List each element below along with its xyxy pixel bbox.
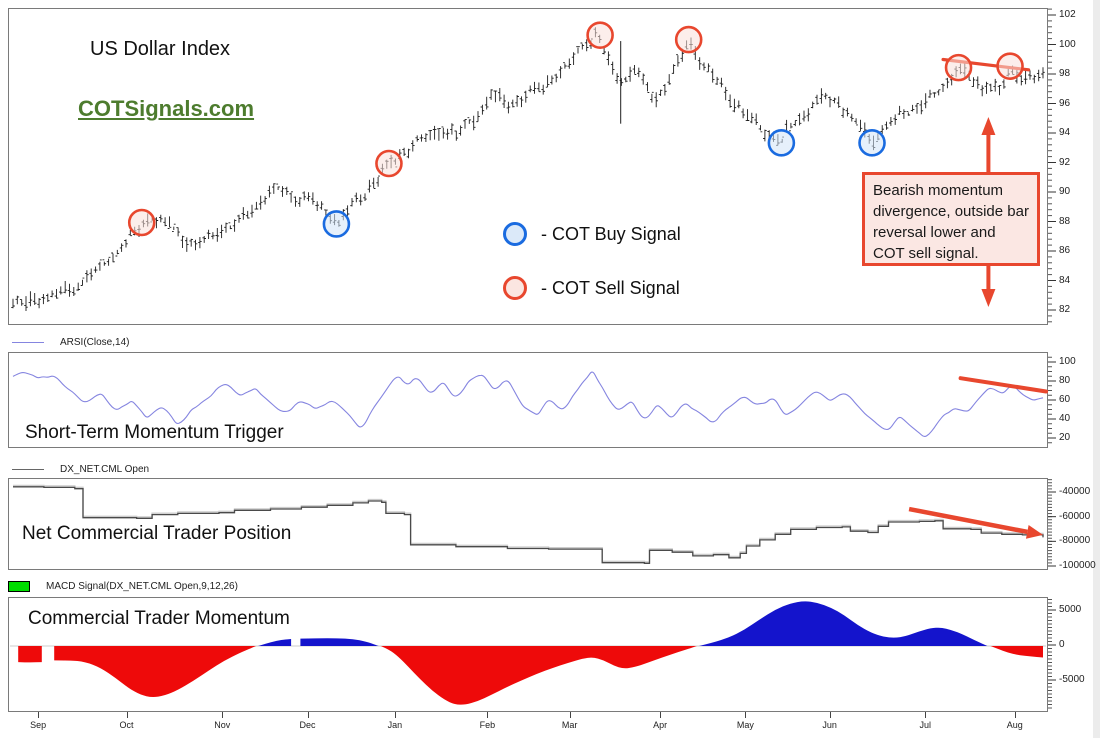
buy-signal-marker (858, 129, 886, 157)
macd-negative-area (18, 646, 42, 663)
y-axis-label: -80000 (1059, 535, 1091, 547)
net-position-legend: DX_NET.CML Open (8, 462, 149, 476)
y-axis-label: -5000 (1059, 674, 1085, 685)
sell-signal-icon (503, 276, 527, 300)
y-axis-label: 102 (1059, 9, 1076, 20)
macd-box-swatch-icon (8, 580, 30, 592)
cot-sell-legend: - COT Sell Signal (503, 276, 680, 300)
sell-signal-marker (375, 149, 403, 178)
month-label: Jul (919, 720, 932, 730)
y-axis-label: 88 (1059, 215, 1071, 227)
sell-signal-marker (127, 208, 156, 237)
month-label: Oct (119, 720, 134, 730)
month-label: Jan (387, 720, 403, 730)
y-axis-label: 84 (1059, 274, 1071, 286)
window-edge-strip (1093, 0, 1100, 738)
watermark-link[interactable]: COTSignals.com (78, 96, 255, 121)
sell-signal-marker (996, 52, 1024, 80)
month-label: Aug (1006, 720, 1023, 730)
x-axis: Sep Oct Nov Dec Jan Feb Mar Apr May Jun Jul Aug (8, 712, 1048, 738)
y-axis-label: 96 (1059, 97, 1071, 109)
macd-negative-area (54, 646, 257, 697)
net-line-swatch-icon (12, 468, 44, 470)
y-axis-label: 20 (1059, 432, 1071, 443)
macd-positive-area (258, 639, 292, 646)
annotation-box: Bearish momentum divergence, outside bar… (862, 172, 1040, 266)
y-axis-label: -100000 (1059, 560, 1096, 571)
month-label: Feb (479, 720, 496, 730)
y-axis-label: 90 (1059, 186, 1071, 197)
macd-plot (8, 597, 1048, 712)
month-label: Dec (299, 720, 316, 730)
net-position-panel: -40000 -60000 -80000 -100000 Net Commercial… (8, 478, 1100, 571)
x-axis-tick (222, 712, 224, 718)
y-axis-label: 5000 (1059, 604, 1082, 615)
x-axis-tick (487, 712, 489, 718)
arsi-legend-label: ARSI(Close,14) (60, 336, 130, 348)
buy-signal-marker (322, 210, 351, 238)
y-axis-momentum: 100 80 60 40 20 (1048, 352, 1100, 448)
y-axis-label: 60 (1059, 394, 1071, 405)
y-axis-label: 80 (1059, 375, 1071, 386)
y-axis-label: 40 (1059, 413, 1071, 424)
y-axis-label: 100 (1059, 356, 1076, 367)
sell-signal-marker (586, 21, 614, 49)
y-axis-label: 82 (1059, 304, 1071, 315)
x-axis-tick (126, 712, 128, 718)
macd-negative-area (990, 646, 1043, 658)
momentum-panel-title: Short-Term Momentum Trigger (25, 422, 284, 443)
month-label: Mar (561, 720, 578, 730)
y-axis-price: 102 100 98 96 94 92 90 88 86 84 82 (1048, 8, 1100, 325)
macd-positive-area (699, 601, 988, 646)
cot-buy-legend: - COT Buy Signal (503, 222, 681, 246)
month-label: Jun (822, 720, 837, 730)
macd-panel-title: Commercial Trader Momentum (28, 608, 290, 629)
arsi-line-swatch-icon (12, 341, 44, 343)
x-axis-tick (925, 712, 927, 718)
x-axis-tick (660, 712, 662, 718)
y-axis-label: 100 (1059, 38, 1076, 50)
arsi-legend: ARSI(Close,14) (8, 335, 129, 349)
y-axis-label: 86 (1059, 245, 1071, 256)
net-position-panel-title: Net Commercial Trader Position (22, 523, 292, 544)
x-axis-tick (1014, 712, 1016, 718)
buy-signal-label: - COT Buy Signal (541, 223, 681, 244)
x-axis-tick (745, 712, 747, 718)
x-axis-tick (829, 712, 831, 718)
page-title: US Dollar Index (90, 38, 231, 60)
y-axis-label: 98 (1059, 68, 1071, 79)
momentum-plot (8, 352, 1049, 448)
month-label: Sep (30, 720, 47, 730)
y-axis-net-position: -40000 -60000 -80000 -100000 (1048, 478, 1100, 571)
y-axis-label: 0 (1059, 639, 1065, 650)
y-axis-label: -40000 (1059, 486, 1091, 497)
macd-negative-area (380, 646, 697, 705)
price-panel: 102 100 98 96 94 92 90 88 86 84 82 US Dollar Index… (8, 8, 1100, 325)
macd-legend-label: MACD Signal(DX_NET.CML Open,9,12,26) (46, 580, 238, 592)
x-axis-tick (307, 712, 309, 718)
month-label: Apr (653, 720, 668, 730)
month-label: May (736, 720, 754, 730)
x-axis-tick (569, 712, 571, 718)
y-axis-label: 92 (1059, 156, 1071, 168)
macd-panel: 5000 0 -5000 Commercial Trader Momentum (8, 597, 1100, 712)
x-axis-tick (38, 712, 40, 718)
month-label: Nov (214, 720, 231, 730)
sell-signal-label: - COT Sell Signal (541, 277, 680, 298)
y-axis-label: 94 (1059, 127, 1071, 138)
buy-signal-icon (503, 222, 527, 246)
y-axis-macd: 5000 0 -5000 (1048, 597, 1100, 712)
macd-positive-area (300, 638, 379, 646)
net-position-plot (8, 478, 1048, 570)
sell-signal-marker (674, 25, 703, 54)
x-axis-tick (394, 712, 396, 718)
buy-signal-marker (767, 129, 796, 157)
net-position-legend-label: DX_NET.CML Open (60, 463, 150, 475)
momentum-panel: 100 80 60 40 20 Short-Term Momentum Trigger (8, 352, 1100, 448)
sell-signal-marker (944, 53, 973, 82)
macd-legend: MACD Signal(DX_NET.CML Open,9,12,26) (8, 579, 238, 593)
y-axis-label: -60000 (1059, 510, 1091, 522)
